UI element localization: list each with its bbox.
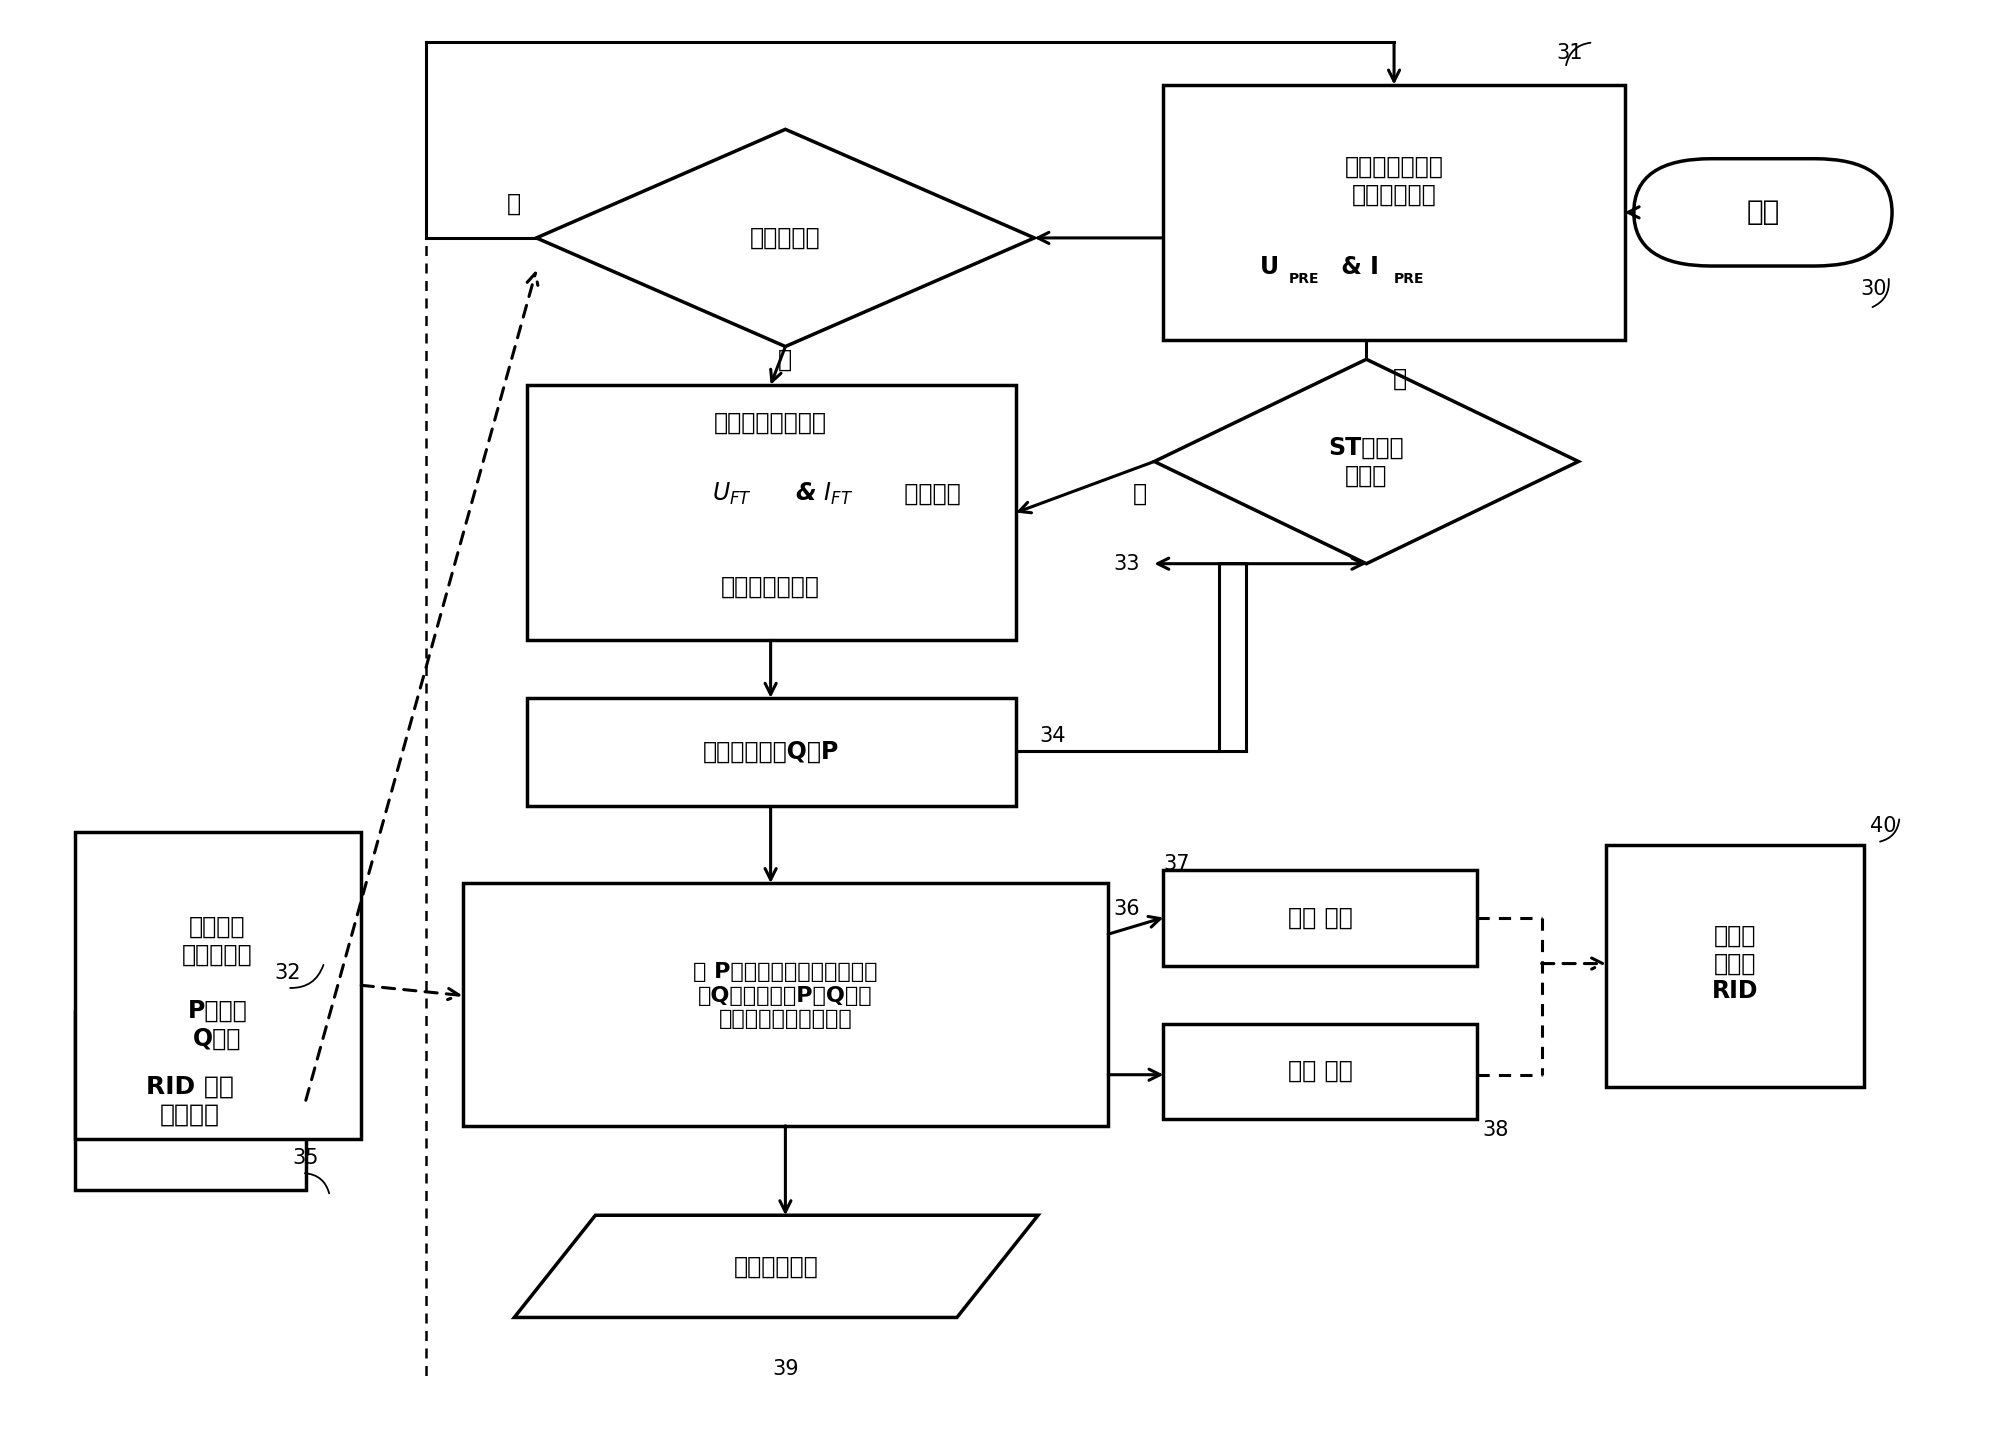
FancyBboxPatch shape [527,698,1015,806]
Text: 40: 40 [1869,816,1895,836]
Text: 否: 否 [507,191,521,215]
Text: 基于预开始缓冲器: 基于预开始缓冲器 [714,412,828,435]
Text: 的第二个: 的第二个 [896,482,962,505]
Text: & $I_{FT}$: & $I_{FT}$ [794,480,854,506]
Text: $U_{FT}$: $U_{FT}$ [712,480,752,506]
Text: 否: 否 [1133,482,1147,505]
FancyBboxPatch shape [1634,159,1891,267]
Text: 来计算故障分量: 来计算故障分量 [722,575,820,598]
FancyBboxPatch shape [1606,845,1865,1087]
Text: PRE: PRE [1395,272,1424,285]
Text: 方向 反向: 方向 反向 [1289,1058,1353,1083]
Text: PRE: PRE [1289,272,1319,285]
Polygon shape [1155,360,1578,564]
Text: 计算瞬时功率Q或P: 计算瞬时功率Q或P [702,740,838,763]
Text: 36: 36 [1113,899,1139,919]
Text: 37: 37 [1163,853,1189,873]
Text: U: U [1259,255,1279,280]
Text: 是: 是 [778,347,792,371]
FancyBboxPatch shape [76,832,361,1139]
Text: 38: 38 [1482,1120,1508,1140]
Text: 进入: 进入 [1746,198,1780,227]
Text: 开始阶段？: 开始阶段？ [750,227,820,250]
Text: 是: 是 [1393,367,1406,390]
Polygon shape [537,129,1033,347]
Text: 35: 35 [293,1147,319,1167]
Text: 清除方向＝空: 清除方向＝空 [734,1255,818,1278]
Polygon shape [515,1215,1037,1318]
Text: 33: 33 [1113,554,1139,574]
FancyBboxPatch shape [76,1011,305,1190]
Text: 将方向
输出到
RID: 将方向 输出到 RID [1712,923,1758,1004]
Text: & I: & I [1333,255,1379,280]
FancyBboxPatch shape [463,883,1107,1126]
Text: ST定时器
超时？: ST定时器 超时？ [1329,436,1404,488]
Text: 填充两个周期的
预开始缓冲器: 填充两个周期的 预开始缓冲器 [1345,155,1444,206]
Text: 30: 30 [1861,280,1887,300]
FancyBboxPatch shape [1163,870,1476,967]
FancyBboxPatch shape [1163,1024,1476,1120]
Text: 32: 32 [273,962,301,982]
Text: 方向 正向: 方向 正向 [1289,906,1353,929]
Text: 34: 34 [1039,726,1065,746]
FancyBboxPatch shape [1163,85,1624,340]
FancyBboxPatch shape [527,384,1015,641]
Text: 31: 31 [1556,43,1582,63]
Text: 39: 39 [772,1358,798,1378]
Text: 自动调整
方向阈值：

P阈值或
Q阈值: 自动调整 方向阈值： P阈值或 Q阈值 [182,915,253,1050]
Text: RID 触发
开始阶段: RID 触发 开始阶段 [146,1074,233,1126]
Text: 将 P（对于接地的消弧线圈）
或Q（其它）与P或Q阈值
进行比较，以确定方向: 将 P（对于接地的消弧线圈） 或Q（其它）与P或Q阈值 进行比较，以确定方向 [692,962,878,1028]
